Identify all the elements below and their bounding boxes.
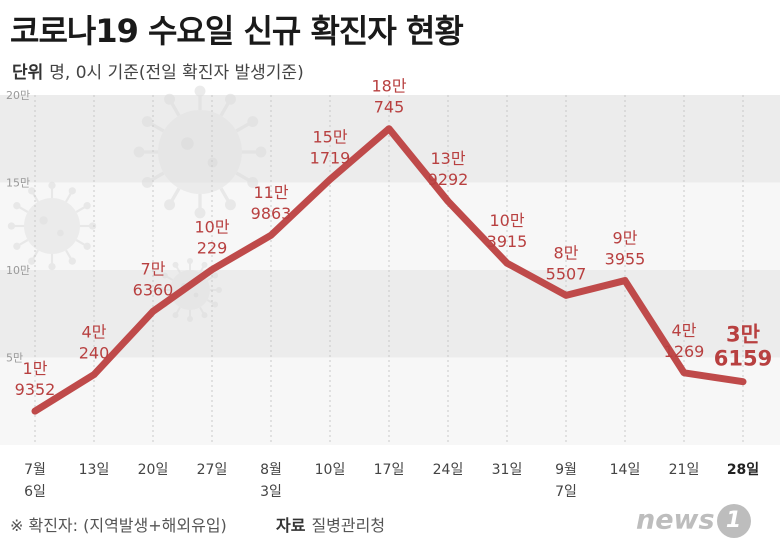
data-labels: 1만93524만2407만636010만22911만986315만171918만… — [15, 77, 773, 399]
data-label-line1: 4만 — [82, 323, 107, 342]
data-label-line2: 6159 — [714, 347, 772, 371]
unit-note: 단위 명, 0시 기준(전일 확진자 발생기준) — [12, 58, 304, 83]
logo-text: news — [636, 504, 715, 536]
source-text: 질병관리청 — [311, 516, 386, 535]
data-label-line2: 9352 — [15, 380, 56, 399]
data-label-line2: 3915 — [487, 232, 528, 251]
news1-logo: news 1 — [636, 504, 751, 538]
x-tick-text: 14일 — [610, 462, 641, 478]
data-label-line2: 6360 — [133, 280, 174, 299]
data-label-line1: 18만 — [371, 77, 406, 96]
y-tick-label: 10만 — [6, 264, 30, 277]
x-tick-text: 21일 — [669, 462, 700, 478]
band-2 — [0, 182, 780, 270]
y-axis-ticks: 5만 10만 15만 20만 — [6, 89, 30, 365]
x-tick-label-6: 17일 — [374, 462, 405, 478]
x-tick-text: 7일 — [555, 484, 577, 500]
data-label-line2: 1269 — [664, 342, 705, 361]
x-tick-label-7: 24일 — [433, 462, 464, 478]
data-label-line1: 10만 — [489, 211, 524, 230]
data-label-line1: 3만 — [726, 323, 760, 347]
data-label-line2: 5507 — [546, 264, 587, 283]
virus-icon-medium — [7, 181, 97, 271]
x-tick-label-10: 14일 — [610, 462, 641, 478]
y-tick-label: 20만 — [6, 89, 30, 102]
vertical-gridlines — [34, 95, 744, 445]
page-title: 코로나19 수요일 신규 확진자 현황 — [10, 12, 464, 50]
x-tick-text: 20일 — [138, 462, 169, 478]
x-tick-text: 28일 — [727, 462, 759, 478]
x-tick-label-3: 27일 — [197, 462, 228, 478]
x-tick-text: 6일 — [24, 484, 46, 500]
unit-label: 단위 — [12, 63, 44, 83]
data-label-8: 10만 3915 — [487, 211, 528, 251]
x-tick-label-11: 21일 — [669, 462, 700, 478]
data-label-line2: 745 — [374, 98, 405, 117]
x-tick-text: 31일 — [492, 462, 523, 478]
y-tick-label: 5만 — [6, 352, 23, 365]
band-0 — [0, 357, 780, 445]
virus-icon-large — [133, 85, 267, 219]
data-label-9: 8만 5507 — [546, 243, 587, 283]
x-tick-label-1: 13일 — [79, 462, 110, 478]
data-label-line2: 1719 — [310, 148, 351, 167]
unit-text: 명, 0시 기준(전일 확진자 발생기준) — [49, 63, 304, 83]
x-tick-text: 13일 — [79, 462, 110, 478]
series-line — [31, 125, 747, 415]
source-label: 자료 — [276, 516, 306, 535]
data-label-line1: 13만 — [430, 149, 465, 168]
footnote: ※ 확진자: (지역발생+해외유입) — [10, 516, 227, 535]
x-tick-text: 7월 — [24, 462, 46, 478]
x-tick-text: 17일 — [374, 462, 405, 478]
x-tick-text: 10일 — [315, 462, 346, 478]
data-label-line2: 3955 — [605, 250, 646, 269]
data-label-line1: 8만 — [554, 243, 579, 262]
data-label-10: 9만 3955 — [605, 229, 646, 269]
data-label-line1: 9만 — [613, 229, 638, 248]
x-tick-label-5: 10일 — [315, 462, 346, 478]
data-label-7: 13만 9292 — [428, 149, 469, 189]
x-tick-text: 3일 — [260, 484, 282, 500]
data-label-line2: 229 — [197, 239, 228, 258]
data-label-line2: 240 — [79, 344, 110, 363]
x-tick-label-12: 28일 — [727, 462, 759, 478]
data-label-line1: 11만 — [253, 183, 288, 202]
band-3 — [0, 95, 780, 183]
x-tick-text: 8월 — [260, 462, 282, 478]
x-tick-label-2: 20일 — [138, 462, 169, 478]
data-label-0: 1만 9352 — [15, 359, 56, 399]
data-label-4: 11만 9863 — [251, 183, 292, 223]
source-note: 자료 질병관리청 — [276, 512, 385, 536]
data-label-line1: 4만 — [672, 321, 697, 340]
background-bands — [0, 95, 780, 445]
data-label-line1: 1만 — [23, 359, 48, 378]
x-tick-label-8: 31일 — [492, 462, 523, 478]
x-tick-text: 27일 — [197, 462, 228, 478]
data-label-5: 15만 1719 — [310, 127, 351, 167]
data-label-line1: 7만 — [141, 259, 166, 278]
data-label-11: 4만 1269 — [664, 321, 705, 361]
data-label-line1: 15만 — [312, 127, 347, 146]
x-tick-text: 24일 — [433, 462, 464, 478]
data-label-line2: 9863 — [251, 204, 292, 223]
logo-mark: 1 — [716, 504, 751, 538]
data-label-line1: 10만 — [194, 218, 229, 237]
x-tick-text: 9월 — [555, 462, 577, 478]
data-label-2: 7만 6360 — [133, 259, 174, 299]
data-label-line2: 9292 — [428, 170, 469, 189]
y-tick-label: 15만 — [6, 177, 30, 190]
